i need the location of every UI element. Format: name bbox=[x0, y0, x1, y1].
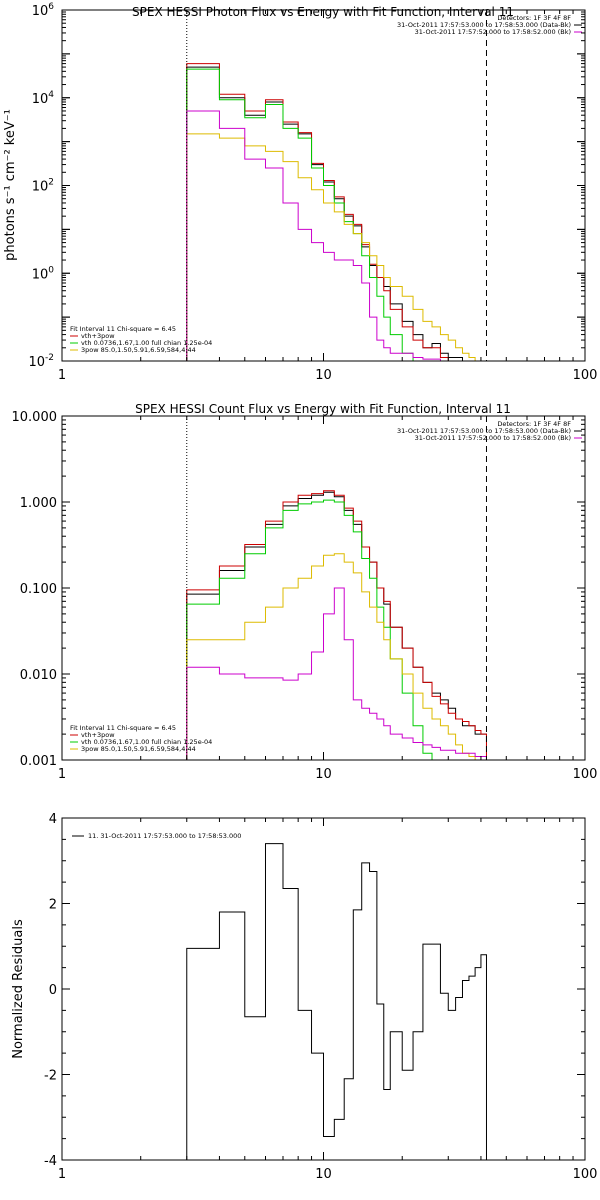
series-line bbox=[186, 491, 487, 760]
series-group bbox=[186, 63, 487, 361]
y-tick-label: -4 bbox=[44, 1154, 57, 1169]
legend-left-text: 3pow 85.0,1.50,5.91,6.59,584,4.44 bbox=[81, 745, 196, 753]
y-tick-label: 0 bbox=[49, 983, 57, 998]
y-tick-label: 4 bbox=[49, 812, 57, 827]
x-tick-label: 10 bbox=[315, 767, 332, 782]
y-tick-label-exponent: -2 bbox=[45, 353, 54, 363]
legend-right-text: 31-Oct-2011 17:57:53.000 to 17:58:53.000… bbox=[397, 427, 571, 435]
y-tick-label-base: 10 bbox=[28, 355, 45, 370]
series-group bbox=[186, 490, 487, 760]
series-line bbox=[186, 587, 487, 760]
y-tick-label: 100 bbox=[32, 265, 55, 282]
y-tick-label: 10.000 bbox=[12, 410, 58, 425]
y-tick-label-base: 10 bbox=[32, 92, 49, 107]
y-tick-label-base: 10 bbox=[32, 4, 49, 19]
series-line bbox=[186, 843, 487, 1160]
legend-text: 11. 31-Oct-2011 17:57:53.000 to 17:58:53… bbox=[88, 832, 241, 840]
series-line bbox=[186, 490, 487, 760]
y-tick-label: 104 bbox=[32, 90, 55, 107]
x-tick-label: 1 bbox=[58, 767, 66, 782]
legend-right-text: 31-Oct-2011 17:57:52.000 to 17:58:52.000… bbox=[415, 434, 571, 442]
y-tick-label-base: 10 bbox=[32, 180, 49, 195]
legend-left-text: vth 0.0736,1.67,1.00 full chian 1.25e-04 bbox=[81, 339, 212, 347]
y-tick-label: -2 bbox=[44, 1069, 57, 1084]
series-line bbox=[186, 66, 487, 361]
x-tick-label: 10 bbox=[315, 368, 332, 383]
y-tick-label: 2 bbox=[49, 898, 57, 913]
y-tick-label: 0.010 bbox=[20, 668, 57, 683]
legend-left-text: Fit Interval 11 Chi-square = 6.45 bbox=[70, 724, 176, 732]
x-tick-label: 1 bbox=[58, 368, 66, 383]
x-tick-label: 100 bbox=[573, 767, 598, 782]
series-group bbox=[186, 843, 487, 1160]
y-tick-label: 102 bbox=[32, 178, 54, 195]
y-tick-label-exponent: 4 bbox=[48, 90, 54, 100]
legend-right-text: 31-Oct-2011 17:57:52.000 to 17:58:52.000… bbox=[415, 28, 571, 36]
legend-right-text: Detectors: 1F 3F 4F 8F bbox=[497, 420, 571, 428]
plot-frame bbox=[61, 415, 586, 761]
residuals-y-axis-label: Normalized Residuals bbox=[11, 919, 26, 1059]
x-tick-label: 10 bbox=[315, 1167, 332, 1182]
series-line bbox=[186, 110, 487, 361]
series-line bbox=[186, 499, 487, 760]
y-tick-label-exponent: 6 bbox=[48, 2, 54, 12]
y-tick-label-exponent: 0 bbox=[48, 265, 54, 275]
count-flux-title: SPEX HESSI Count Flux vs Energy with Fit… bbox=[135, 402, 511, 416]
x-tick-label: 100 bbox=[573, 1167, 598, 1182]
legend-left-text: vth+3pow bbox=[81, 731, 115, 739]
series-line bbox=[186, 68, 487, 361]
y-tick-label-base: 10 bbox=[32, 267, 49, 282]
x-tick-label: 100 bbox=[573, 368, 598, 383]
photon-flux-y-axis-label: photons s⁻¹ cm⁻² keV⁻¹ bbox=[3, 109, 18, 261]
legend-right-text: Detectors: 1F 3F 4F 8F bbox=[497, 14, 571, 22]
legend-left-text: Fit Interval 11 Chi-square = 6.45 bbox=[70, 325, 176, 333]
y-tick-label: 10-2 bbox=[28, 353, 54, 370]
legend-left-text: 3pow 85.0,1.50,5.91,6.59,584,4.44 bbox=[81, 346, 196, 354]
count-flux-panel: SPEX HESSI Count Flux vs Energy with Fit… bbox=[12, 402, 598, 782]
legend-right-text: 31-Oct-2011 17:57:53.000 to 17:58:53.000… bbox=[397, 21, 571, 29]
legend-left-text: vth+3pow bbox=[81, 332, 115, 340]
residuals-panel: Normalized Residuals 1 10 100 -4 -2 0 2 4 11. 31… bbox=[11, 812, 597, 1182]
y-tick-label: 0.100 bbox=[20, 582, 57, 597]
y-tick-label: 1.000 bbox=[20, 496, 57, 511]
legend-left-text: vth 0.0736,1.67,1.00 full chian 1.25e-04 bbox=[81, 738, 212, 746]
y-tick-label-exponent: 2 bbox=[48, 178, 54, 188]
photon-flux-panel: SPEX HESSI Photon Flux vs Energy with Fi… bbox=[3, 2, 597, 383]
series-line bbox=[186, 553, 487, 760]
x-tick-label: 1 bbox=[58, 1167, 66, 1182]
y-tick-label: 0.001 bbox=[20, 754, 57, 769]
y-tick-label: 106 bbox=[32, 2, 55, 19]
series-line bbox=[186, 133, 487, 361]
